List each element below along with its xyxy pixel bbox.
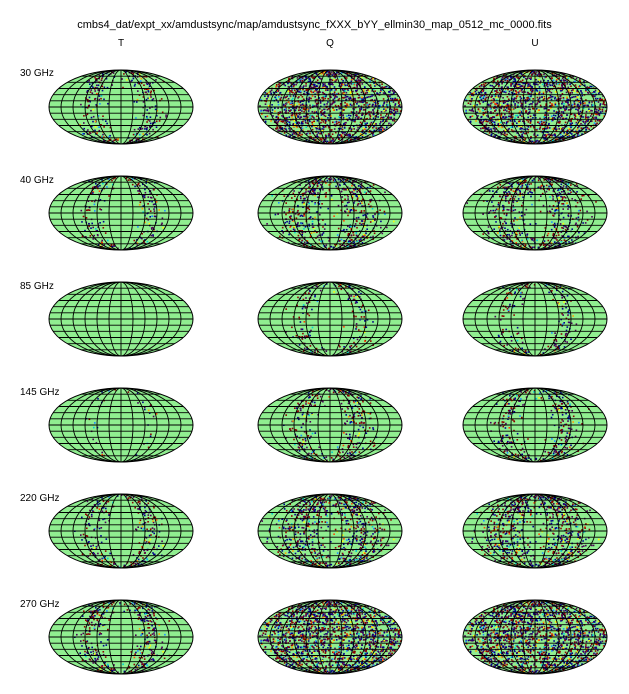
row-label-85ghz: 85 GHz — [20, 281, 54, 292]
sky-map-q-270ghz — [257, 599, 403, 675]
sky-map-t-30ghz — [48, 69, 194, 145]
sky-map-u-145ghz — [462, 387, 608, 463]
row-label-30ghz: 30 GHz — [20, 68, 54, 79]
sky-map-t-85ghz — [48, 281, 194, 357]
figure-title: cmbs4_dat/expt_xx/amdustsync/map/amdusts… — [77, 19, 552, 31]
sky-map-t-40ghz — [48, 175, 194, 251]
row-label-40ghz: 40 GHz — [20, 175, 54, 186]
column-label-u: U — [531, 38, 539, 49]
sky-map-t-270ghz — [48, 599, 194, 675]
row-label-145ghz: 145 GHz — [20, 387, 60, 398]
sky-map-u-270ghz — [462, 599, 608, 675]
sky-map-u-30ghz — [462, 69, 608, 145]
sky-map-q-30ghz — [257, 69, 403, 145]
sky-map-u-220ghz — [462, 493, 608, 569]
column-label-t: T — [117, 38, 125, 49]
row-label-270ghz: 270 GHz — [20, 599, 60, 610]
column-label-q: Q — [326, 38, 334, 49]
sky-map-q-145ghz — [257, 387, 403, 463]
row-label-220ghz: 220 GHz — [20, 493, 60, 504]
sky-map-t-220ghz — [48, 493, 194, 569]
sky-map-u-85ghz — [462, 281, 608, 357]
sky-map-t-145ghz — [48, 387, 194, 463]
sky-map-q-220ghz — [257, 493, 403, 569]
sky-map-q-40ghz — [257, 175, 403, 251]
sky-map-q-85ghz — [257, 281, 403, 357]
sky-map-u-40ghz — [462, 175, 608, 251]
